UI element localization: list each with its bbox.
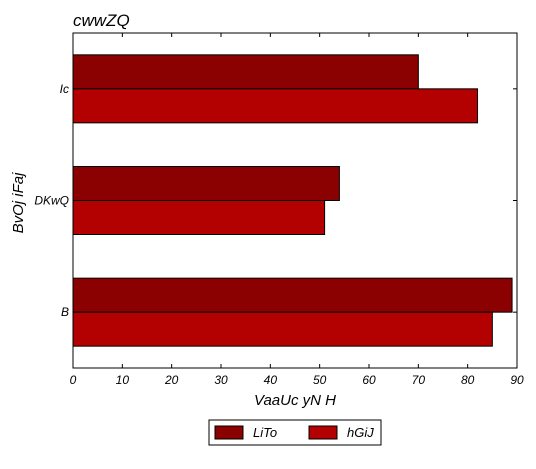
chart-title: cwwZQ bbox=[73, 11, 130, 30]
x-tick-label: 20 bbox=[164, 373, 179, 387]
x-tick-label: 40 bbox=[264, 373, 278, 387]
x-axis-ticks: 0 10 20 30 40 50 60 70 80 90 bbox=[70, 33, 524, 387]
legend-label-series-2: hGiJ bbox=[347, 425, 374, 440]
bar-2-3 bbox=[72, 88, 479, 124]
y-tick-label: B bbox=[61, 305, 69, 319]
bar-1-3 bbox=[72, 54, 419, 90]
legend-label-series-1: LiTo bbox=[253, 425, 277, 440]
y-axis-label: BvOj iFaj bbox=[10, 172, 27, 234]
bar-1-1 bbox=[72, 277, 513, 313]
bar-2-1 bbox=[72, 311, 493, 347]
legend-swatch-series-2 bbox=[308, 425, 338, 440]
y-tick-label: Ic bbox=[60, 82, 69, 96]
x-tick-label: 10 bbox=[116, 373, 130, 387]
x-tick-label: 90 bbox=[510, 373, 524, 387]
x-tick-label: 80 bbox=[461, 373, 475, 387]
legend: LiTo hGiJ bbox=[208, 419, 382, 446]
x-tick-label: 50 bbox=[313, 373, 327, 387]
bars-group bbox=[72, 54, 513, 347]
x-tick-label: 0 bbox=[70, 373, 77, 387]
x-tick-label: 60 bbox=[362, 373, 376, 387]
y-tick-label: DKwQ bbox=[34, 194, 69, 208]
x-tick-label: 30 bbox=[214, 373, 228, 387]
legend-swatch-series-1 bbox=[214, 425, 244, 440]
x-axis-label: VaaUc yN H bbox=[254, 392, 336, 409]
bar-2-2 bbox=[72, 200, 326, 235]
x-tick-label: 70 bbox=[412, 373, 426, 387]
bar-1-2 bbox=[72, 166, 340, 201]
y-axis-ticks: B DKwQ Ic bbox=[34, 82, 517, 319]
